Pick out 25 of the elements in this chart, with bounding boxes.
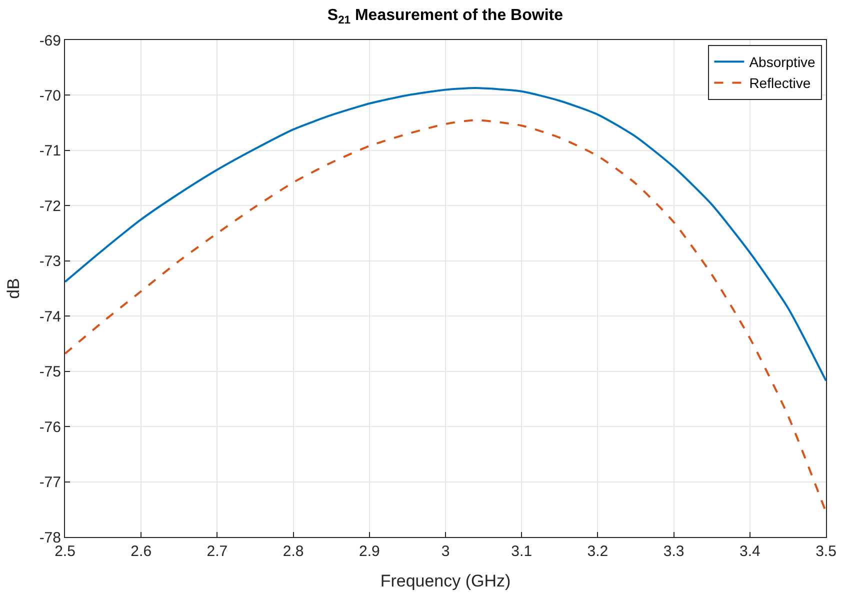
y-tick-label: -76 xyxy=(39,418,61,436)
y-tick-label: -75 xyxy=(39,364,61,381)
x-tick-label: 3.4 xyxy=(739,543,760,560)
x-tick-label: 3.5 xyxy=(816,543,836,560)
x-axis-title: Frequency (GHz) xyxy=(380,571,511,590)
legend-label: Reflective xyxy=(749,75,811,92)
y-axis-title: dB xyxy=(4,278,23,299)
line-series xyxy=(65,87,826,382)
x-tick-label: 2.7 xyxy=(206,543,228,560)
legend-label: Absorptive xyxy=(749,54,816,70)
x-tick-label: 3.1 xyxy=(511,543,532,560)
y-tick-label: -69 xyxy=(39,32,61,50)
x-tick-label: 3.2 xyxy=(587,543,608,560)
chart-title: S$_{21}$ Measurement of the Bowite xyxy=(327,7,564,27)
y-tick-label: -71 xyxy=(39,142,61,160)
y-tick-label: -72 xyxy=(39,198,61,215)
x-tick-label: 3.3 xyxy=(663,543,684,560)
x-tick-label: 2.8 xyxy=(282,543,304,560)
x-tick-label: 2.6 xyxy=(130,543,152,560)
y-tick-label: -70 xyxy=(39,87,61,104)
x-tick-label: 2.9 xyxy=(358,543,380,560)
y-tick-label: -77 xyxy=(39,474,61,492)
y-tick-label: -73 xyxy=(39,253,61,270)
y-tick-label: -74 xyxy=(39,308,61,326)
x-tick-label: 3 xyxy=(441,543,450,560)
